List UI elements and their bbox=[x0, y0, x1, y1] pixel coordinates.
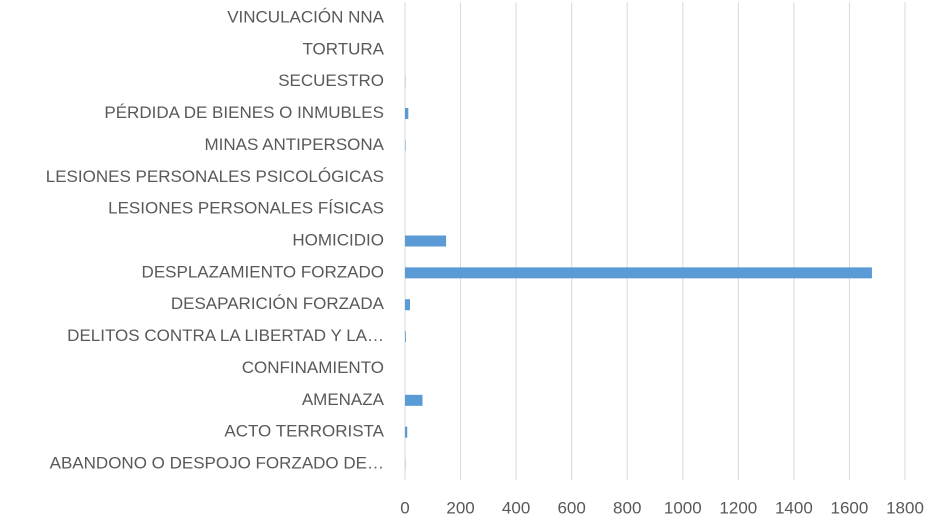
y-tick-label: MINAS ANTIPERSONA bbox=[205, 135, 385, 154]
x-tick-label: 200 bbox=[446, 498, 474, 517]
y-tick-label: HOMICIDIO bbox=[292, 230, 384, 249]
y-tick-label: SECUESTRO bbox=[278, 71, 384, 90]
y-tick-label: LESIONES PERSONALES FÍSICAS bbox=[108, 199, 384, 218]
y-tick-label: DELITOS CONTRA LA LIBERTAD Y LA… bbox=[67, 326, 384, 345]
bar bbox=[405, 267, 872, 279]
x-tick-label: 1000 bbox=[664, 498, 702, 517]
y-tick-label: CONFINAMIENTO bbox=[242, 358, 384, 377]
bar bbox=[405, 331, 406, 343]
x-tick-label: 1600 bbox=[831, 498, 869, 517]
y-tick-label: VINCULACIÓN NNA bbox=[227, 7, 384, 26]
x-tick-label: 1400 bbox=[775, 498, 813, 517]
x-tick-label: 1800 bbox=[886, 498, 924, 517]
bar bbox=[405, 394, 423, 406]
bar bbox=[405, 139, 406, 151]
y-tick-label: TORTURA bbox=[302, 39, 384, 58]
y-tick-label: ABANDONO O DESPOJO FORZADO DE… bbox=[50, 454, 384, 473]
bar bbox=[405, 299, 410, 311]
x-tick-label: 800 bbox=[613, 498, 641, 517]
x-tick-label: 400 bbox=[502, 498, 530, 517]
bar bbox=[405, 426, 408, 438]
y-tick-label: ACTO TERRORISTA bbox=[224, 422, 384, 441]
y-tick-label: LESIONES PERSONALES PSICOLÓGICAS bbox=[46, 167, 384, 186]
y-tick-label: DESPLAZAMIENTO FORZADO bbox=[142, 262, 384, 281]
x-tick-label: 1200 bbox=[719, 498, 757, 517]
bar bbox=[405, 235, 447, 247]
bar bbox=[405, 108, 409, 120]
x-tick-label: 600 bbox=[557, 498, 585, 517]
x-tick-label: 0 bbox=[400, 498, 409, 517]
y-tick-label: AMENAZA bbox=[302, 390, 385, 409]
y-tick-label: DESAPARICIÓN FORZADA bbox=[171, 294, 385, 313]
y-tick-label: PÉRDIDA DE BIENES O INMUBLES bbox=[104, 103, 384, 122]
